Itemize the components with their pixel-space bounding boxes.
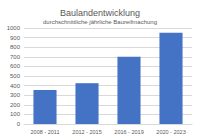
svg-text:0: 0	[17, 121, 21, 127]
svg-text:400: 400	[10, 83, 21, 89]
svg-text:700: 700	[10, 54, 21, 60]
svg-text:600: 600	[10, 63, 21, 69]
svg-text:800: 800	[10, 44, 21, 50]
svg-text:2012 - 2015: 2012 - 2015	[72, 129, 101, 135]
svg-text:200: 200	[10, 102, 21, 108]
svg-text:2020 - 2023: 2020 - 2023	[156, 129, 185, 135]
svg-text:2016 - 2019: 2016 - 2019	[114, 129, 143, 135]
svg-text:500: 500	[10, 73, 21, 79]
svg-text:100: 100	[10, 111, 21, 117]
svg-text:Baulandentwicklung: Baulandentwicklung	[60, 8, 140, 18]
svg-text:1000: 1000	[7, 25, 21, 31]
svg-text:2008 - 2011: 2008 - 2011	[31, 129, 60, 135]
svg-text:900: 900	[10, 35, 21, 41]
svg-text:300: 300	[10, 92, 21, 98]
svg-text:durchschnittliche jährliche Ba: durchschnittliche jährliche Baureifmachu…	[43, 19, 157, 25]
